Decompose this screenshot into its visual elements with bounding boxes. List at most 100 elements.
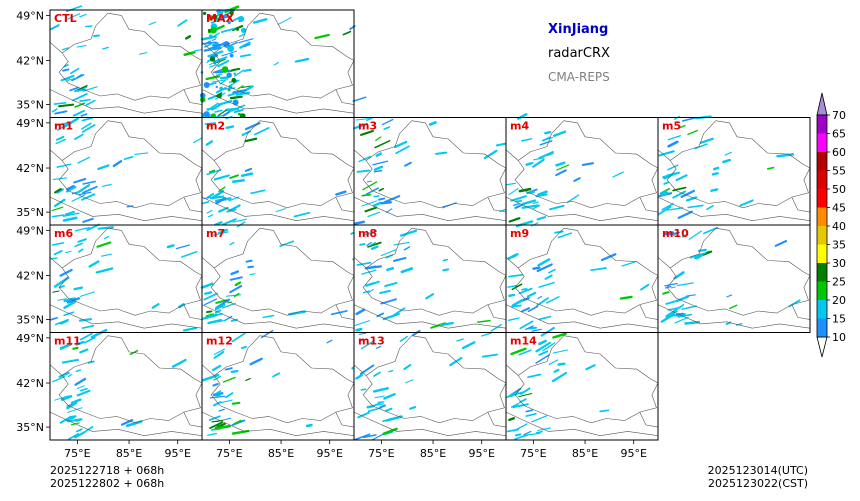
radar-echo bbox=[366, 241, 372, 246]
radar-echo bbox=[507, 317, 520, 321]
radar-echo bbox=[205, 140, 214, 146]
colorbar-swatch bbox=[817, 170, 827, 189]
panel-background bbox=[50, 117, 202, 225]
radar-echo bbox=[573, 177, 581, 182]
colorbar-tick-label: 10 bbox=[832, 331, 846, 344]
radar-echo bbox=[556, 164, 570, 171]
radar-echo bbox=[553, 130, 567, 138]
radar-echo bbox=[677, 210, 693, 219]
radar-echo bbox=[217, 228, 229, 235]
radar-echo bbox=[208, 82, 217, 86]
panel-label-m11: m11 bbox=[54, 335, 81, 348]
radar-echo bbox=[600, 253, 617, 262]
radar-echo bbox=[388, 369, 394, 373]
panel-label-m12: m12 bbox=[206, 335, 233, 348]
radar-echo bbox=[314, 33, 330, 40]
radar-echo bbox=[680, 189, 696, 198]
radar-echo bbox=[373, 195, 380, 198]
radar-echo bbox=[520, 307, 530, 313]
radar-echo bbox=[687, 204, 704, 209]
country-border bbox=[49, 42, 63, 54]
panel-label-m8: m8 bbox=[358, 227, 377, 240]
radar-echo bbox=[250, 189, 266, 195]
radar-echo bbox=[535, 193, 548, 198]
country-border bbox=[791, 304, 811, 320]
radar-echo bbox=[62, 216, 78, 222]
radar-echo bbox=[52, 290, 60, 293]
country-border bbox=[505, 149, 519, 161]
radar-echo bbox=[356, 169, 371, 173]
radar-echo bbox=[199, 92, 206, 99]
radar-echo bbox=[61, 417, 75, 422]
radar-echo bbox=[676, 282, 694, 287]
radar-echo bbox=[405, 379, 414, 384]
radar-echo bbox=[403, 246, 411, 251]
radar-echo bbox=[511, 299, 523, 307]
country-border bbox=[335, 196, 355, 213]
lat-tick-label: 49°N bbox=[16, 9, 44, 22]
map-panel-m6: m6 bbox=[49, 223, 203, 333]
radar-echo bbox=[713, 166, 720, 171]
radar-echo bbox=[211, 364, 222, 372]
map-panel-m8: m8 bbox=[353, 224, 507, 333]
country-border bbox=[183, 89, 203, 105]
radar-echo bbox=[233, 419, 242, 425]
radar-echo bbox=[54, 122, 69, 127]
radar-echo bbox=[203, 11, 207, 15]
country-border bbox=[49, 89, 203, 114]
country-border bbox=[335, 411, 355, 428]
radar-echo bbox=[542, 342, 556, 352]
colorbar: 10 15 20 25 30 35 40 45 50 55 60 65 70 bbox=[816, 92, 846, 358]
radar-echo bbox=[360, 388, 367, 391]
radar-echo bbox=[522, 199, 537, 206]
map-panel-m9: m9 bbox=[505, 220, 659, 333]
radar-echo bbox=[532, 201, 539, 205]
country-border bbox=[183, 304, 203, 320]
lon-tick-label: 95°E bbox=[620, 447, 646, 460]
radar-echo bbox=[208, 62, 214, 66]
country-border bbox=[353, 196, 507, 222]
radar-echo bbox=[521, 204, 540, 209]
radar-echo bbox=[63, 117, 79, 128]
map-panel-m3: m3 bbox=[353, 117, 513, 226]
radar-echo bbox=[383, 126, 391, 130]
radar-echo bbox=[557, 362, 566, 366]
radar-echo bbox=[151, 303, 160, 309]
colorbar-under-extension bbox=[816, 336, 828, 358]
radar-echo bbox=[538, 339, 547, 346]
radar-echo bbox=[204, 122, 217, 125]
radar-echo bbox=[661, 203, 674, 211]
radar-echo bbox=[373, 387, 389, 393]
radar-echo bbox=[373, 165, 384, 171]
radar-echo bbox=[581, 162, 595, 166]
radar-echo bbox=[65, 77, 75, 82]
radar-echo bbox=[726, 294, 733, 298]
radar-echo bbox=[229, 285, 243, 294]
radar-echo bbox=[217, 109, 227, 117]
radar-echo bbox=[687, 129, 698, 136]
radar-echo bbox=[80, 113, 88, 117]
radar-echo bbox=[551, 371, 568, 383]
radar-echo bbox=[661, 191, 669, 197]
radar-echo bbox=[539, 140, 553, 146]
colorbar-swatch bbox=[817, 281, 827, 300]
radar-echo bbox=[208, 34, 213, 39]
radar-echo bbox=[663, 181, 670, 185]
lat-tick-label: 42°N bbox=[16, 377, 44, 390]
country-border bbox=[791, 196, 811, 213]
radar-echo bbox=[68, 433, 80, 440]
radar-echo bbox=[221, 50, 237, 57]
radar-echo bbox=[51, 242, 65, 246]
panel-label-m3: m3 bbox=[358, 120, 377, 133]
radar-echo bbox=[442, 258, 449, 262]
radar-echo bbox=[214, 109, 223, 113]
radar-echo bbox=[218, 15, 232, 20]
radar-echo bbox=[774, 240, 788, 247]
radar-echo bbox=[357, 411, 370, 419]
radar-echo bbox=[102, 46, 109, 50]
radar-echo bbox=[171, 358, 187, 368]
radar-echo bbox=[366, 180, 372, 183]
radar-echo bbox=[238, 112, 241, 116]
radar-echo bbox=[66, 401, 78, 410]
lon-tick-label: 95°E bbox=[164, 447, 190, 460]
